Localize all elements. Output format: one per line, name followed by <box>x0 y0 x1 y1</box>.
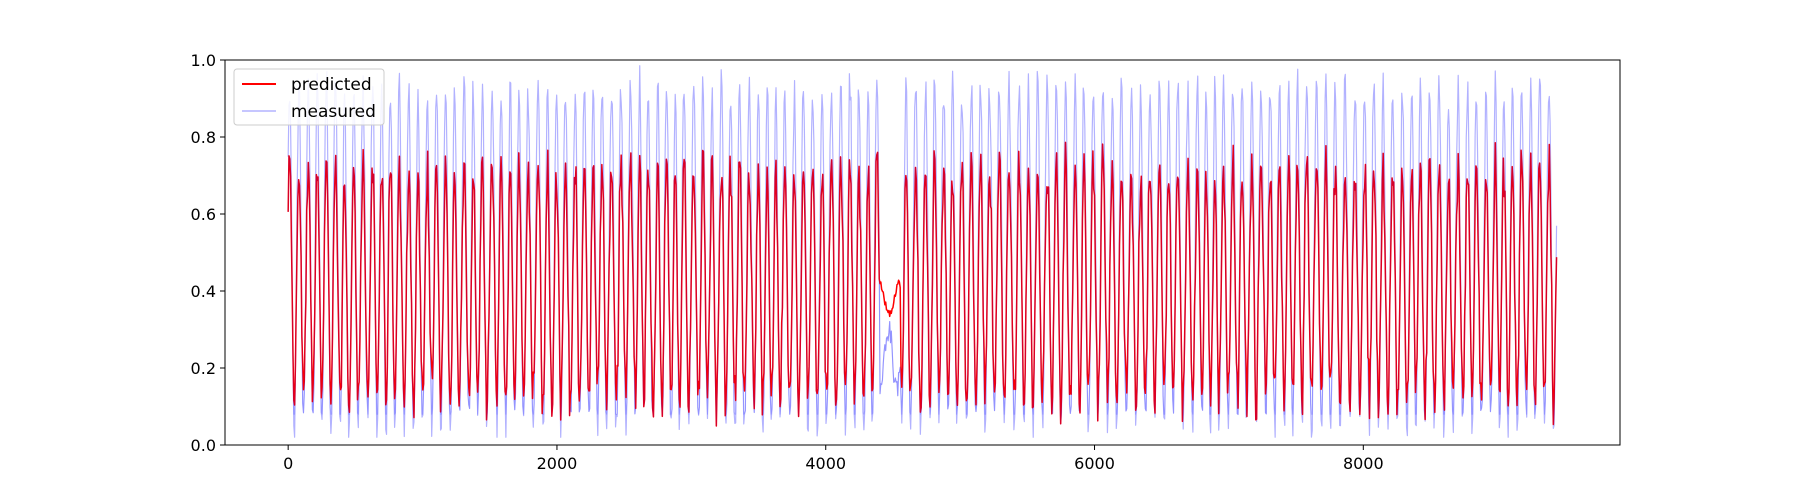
y-tick-label: 0.0 <box>191 436 216 455</box>
y-tick-label: 0.2 <box>191 359 216 378</box>
y-tick-label: 0.8 <box>191 128 216 147</box>
legend-label-measured: measured <box>291 102 376 122</box>
plot-frame <box>224 59 1621 446</box>
legend-label-predicted: predicted <box>291 75 372 95</box>
x-tick-label: 6000 <box>1074 454 1115 473</box>
series-line-predicted <box>287 141 1558 427</box>
y-tick-label: 0.4 <box>191 282 216 301</box>
y-tick-label: 1.0 <box>191 51 216 70</box>
x-tick-label: 0 <box>283 454 293 473</box>
x-axis: 0 2000 4000 6000 8000 <box>283 445 1384 473</box>
y-tick-label: 0.6 <box>191 205 216 224</box>
x-tick-label: 2000 <box>537 454 578 473</box>
series-layer <box>287 65 1558 438</box>
x-tick-label: 8000 <box>1343 454 1384 473</box>
series-line-measured-overlap <box>287 141 1558 427</box>
x-tick-label: 4000 <box>805 454 846 473</box>
y-axis: 0.0 0.2 0.4 0.6 0.8 1.0 <box>191 51 225 455</box>
legend: predicted measured <box>233 68 385 126</box>
